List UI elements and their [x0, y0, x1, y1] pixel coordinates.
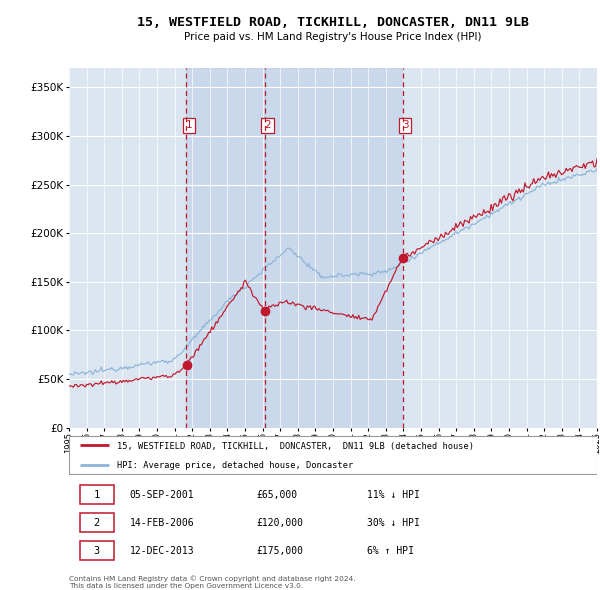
Text: 30% ↓ HPI: 30% ↓ HPI [367, 518, 420, 527]
Text: 05-SEP-2001: 05-SEP-2001 [130, 490, 194, 500]
FancyBboxPatch shape [69, 435, 597, 474]
Text: 15, WESTFIELD ROAD, TICKHILL, DONCASTER, DN11 9LB: 15, WESTFIELD ROAD, TICKHILL, DONCASTER,… [137, 16, 529, 29]
Text: Contains HM Land Registry data © Crown copyright and database right 2024.
This d: Contains HM Land Registry data © Crown c… [69, 575, 356, 589]
Text: 6% ↑ HPI: 6% ↑ HPI [367, 546, 415, 556]
Bar [187, 68, 265, 428]
Text: 1: 1 [186, 120, 193, 130]
Text: 12-DEC-2013: 12-DEC-2013 [130, 546, 194, 556]
Text: 3: 3 [94, 546, 100, 556]
FancyBboxPatch shape [80, 541, 114, 560]
FancyBboxPatch shape [80, 485, 114, 504]
Text: 2: 2 [94, 518, 100, 527]
Text: 2: 2 [264, 120, 271, 130]
Text: 3: 3 [402, 120, 409, 130]
Bar [265, 68, 403, 428]
Text: £175,000: £175,000 [256, 546, 304, 556]
Text: £65,000: £65,000 [256, 490, 298, 500]
Text: 1: 1 [94, 490, 100, 500]
Text: Price paid vs. HM Land Registry's House Price Index (HPI): Price paid vs. HM Land Registry's House … [184, 32, 482, 42]
Text: 15, WESTFIELD ROAD, TICKHILL,  DONCASTER,  DN11 9LB (detached house): 15, WESTFIELD ROAD, TICKHILL, DONCASTER,… [116, 441, 473, 451]
Text: 11% ↓ HPI: 11% ↓ HPI [367, 490, 420, 500]
Text: 14-FEB-2006: 14-FEB-2006 [130, 518, 194, 527]
Text: £120,000: £120,000 [256, 518, 304, 527]
FancyBboxPatch shape [80, 513, 114, 532]
Text: HPI: Average price, detached house, Doncaster: HPI: Average price, detached house, Donc… [116, 461, 353, 470]
